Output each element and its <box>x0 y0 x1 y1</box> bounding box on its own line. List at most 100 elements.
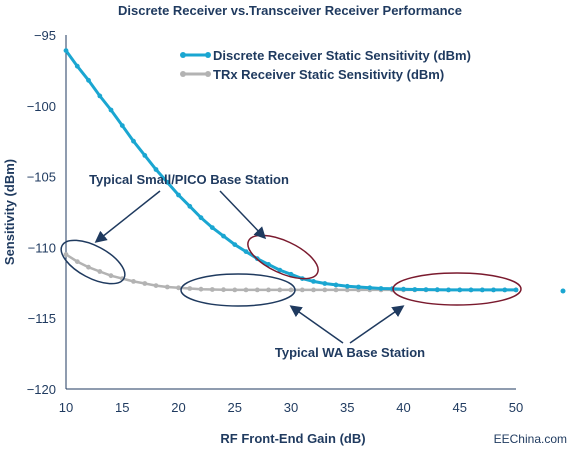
x-axis-label: RF Front-End Gain (dB) <box>220 431 365 446</box>
data-point-discrete <box>176 192 181 198</box>
data-point-discrete <box>243 249 249 255</box>
legend-item-trx: TRx Receiver Static Sensitivity (dBm) <box>180 67 444 82</box>
data-point-discrete <box>344 283 350 289</box>
data-point-trx <box>74 259 80 264</box>
arrow-to-wa-mid-ellipse <box>289 305 344 344</box>
data-point-trx <box>299 287 305 293</box>
watermark: EEChina.com <box>494 432 567 446</box>
small-base-ellipse-low-gain <box>60 239 126 285</box>
data-point-discrete <box>401 286 406 292</box>
x-tick-label: 30 <box>284 400 298 415</box>
data-point-discrete <box>457 287 463 293</box>
data-point-discrete <box>288 271 294 277</box>
data-point-discrete <box>333 282 339 288</box>
data-point-discrete <box>446 287 451 293</box>
data-point-trx <box>254 287 260 293</box>
data-point-trx <box>131 279 136 284</box>
data-point-discrete <box>221 233 226 239</box>
data-point-trx <box>243 287 249 293</box>
data-point-discrete <box>198 215 204 221</box>
annotation-wa: Typical WA Base Station <box>275 345 425 360</box>
y-tick-label: −115 <box>28 311 56 326</box>
data-point-discrete <box>479 287 485 293</box>
legend-marker-discrete-end <box>205 52 211 58</box>
data-point-discrete <box>513 287 519 293</box>
y-tick-label: −100 <box>27 99 56 114</box>
x-tick-label: 25 <box>228 400 242 415</box>
data-point-trx <box>221 287 226 293</box>
series-line-discrete <box>64 49 516 292</box>
data-point-discrete <box>322 281 328 286</box>
stray-dot <box>560 288 566 294</box>
data-point-discrete <box>378 286 384 291</box>
data-point-trx <box>86 264 91 270</box>
data-point-discrete <box>209 225 215 231</box>
wa-base-ellipse-high-gain <box>392 272 522 306</box>
legend-item-discrete: Discrete Receiver Static Sensitivity (dB… <box>180 48 471 63</box>
y-tick-label: −120 <box>27 382 56 397</box>
data-point-discrete <box>131 138 136 144</box>
x-tick-labels: 10 15 20 25 30 35 40 45 50 <box>59 400 523 415</box>
data-point-discrete <box>119 123 125 128</box>
legend-marker-trx-end <box>205 71 211 77</box>
data-point-trx <box>176 285 181 291</box>
data-point-discrete <box>277 267 283 273</box>
data-point-trx <box>266 287 271 293</box>
data-point-trx <box>209 287 215 292</box>
data-point-trx <box>63 252 69 257</box>
data-point-discrete <box>356 284 361 290</box>
x-tick-label: 20 <box>171 400 185 415</box>
data-point-discrete <box>423 287 429 292</box>
data-point-trx <box>164 284 170 290</box>
data-point-discrete <box>153 167 159 172</box>
x-tick-label: 45 <box>453 400 467 415</box>
y-tick-label: −110 <box>28 240 56 255</box>
y-tick-label: −105 <box>27 170 56 185</box>
data-point-discrete <box>434 287 440 293</box>
small-base-ellipse-mid-gain <box>247 234 319 280</box>
data-point-trx <box>322 287 328 293</box>
y-axis-label: Sensitivity (dBm) <box>2 159 17 265</box>
data-point-trx <box>288 287 294 293</box>
x-tick-label: 50 <box>509 400 523 415</box>
x-tick-label: 10 <box>59 400 73 415</box>
data-point-discrete <box>468 287 474 293</box>
annotation-small-pico: Typical Small/PICO Base Station <box>89 172 289 187</box>
data-point-trx <box>97 269 103 274</box>
data-point-discrete <box>311 279 316 284</box>
data-point-discrete <box>187 203 193 209</box>
x-tick-label: 15 <box>115 400 129 415</box>
data-point-trx <box>311 287 316 293</box>
data-point-discrete <box>232 242 238 248</box>
arrow-to-low-gain-ellipse <box>94 190 161 243</box>
x-tick-label: 35 <box>340 400 354 415</box>
data-point-discrete <box>266 262 271 267</box>
arrow-to-wa-high-ellipse <box>349 305 405 344</box>
arrow-to-mid-gain-ellipse <box>219 190 267 240</box>
legend-label-discrete: Discrete Receiver Static Sensitivity (dB… <box>213 48 471 63</box>
data-point-discrete <box>164 179 170 185</box>
data-point-trx <box>232 287 238 293</box>
data-point-trx <box>153 283 159 288</box>
data-point-trx <box>187 286 193 291</box>
legend: Discrete Receiver Static Sensitivity (dB… <box>180 48 471 82</box>
data-point-discrete <box>491 287 496 293</box>
data-point-trx <box>108 273 114 279</box>
legend-marker-discrete <box>180 52 186 58</box>
data-point-discrete <box>502 287 508 293</box>
data-point-trx <box>333 287 339 293</box>
data-point-discrete <box>142 153 148 158</box>
wa-base-ellipse-mid-gain <box>180 273 296 307</box>
data-point-discrete <box>74 63 80 69</box>
x-tick-label: 40 <box>396 400 410 415</box>
y-tick-label: −95 <box>34 28 56 43</box>
legend-label-trx: TRx Receiver Static Sensitivity (dBm) <box>213 67 444 82</box>
data-point-discrete <box>63 48 69 53</box>
series-layer <box>63 48 519 293</box>
data-point-discrete <box>97 93 103 99</box>
data-point-discrete <box>108 107 114 113</box>
chart-title: Discrete Receiver vs.Transceiver Receive… <box>118 3 462 18</box>
data-point-discrete <box>367 285 373 291</box>
legend-marker-trx <box>180 71 186 77</box>
